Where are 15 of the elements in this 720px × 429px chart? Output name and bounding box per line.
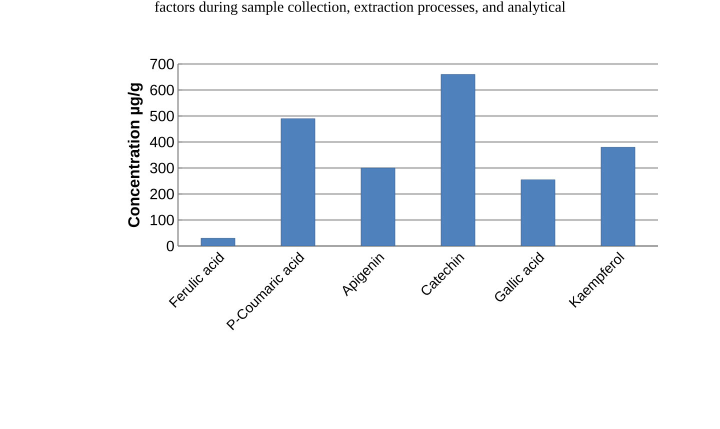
bar [360,168,396,246]
y-tick-label: 700 [150,58,174,70]
y-tick-label: 500 [150,110,174,122]
y-tick-label: 100 [150,214,174,226]
bar [600,147,636,246]
y-tick-label: 0 [166,240,174,252]
bar [520,180,556,246]
y-tick-label: 400 [150,136,174,148]
y-tick-label: 300 [150,162,174,174]
y-tick-label: 600 [150,84,174,96]
y-axis-title: Concentration µg/g [128,83,143,228]
bar [280,118,316,246]
text: factors during sample collection, extraction processes, and analytical [154,1,566,15]
bar [440,74,476,246]
y-tick-label: 200 [150,188,174,200]
